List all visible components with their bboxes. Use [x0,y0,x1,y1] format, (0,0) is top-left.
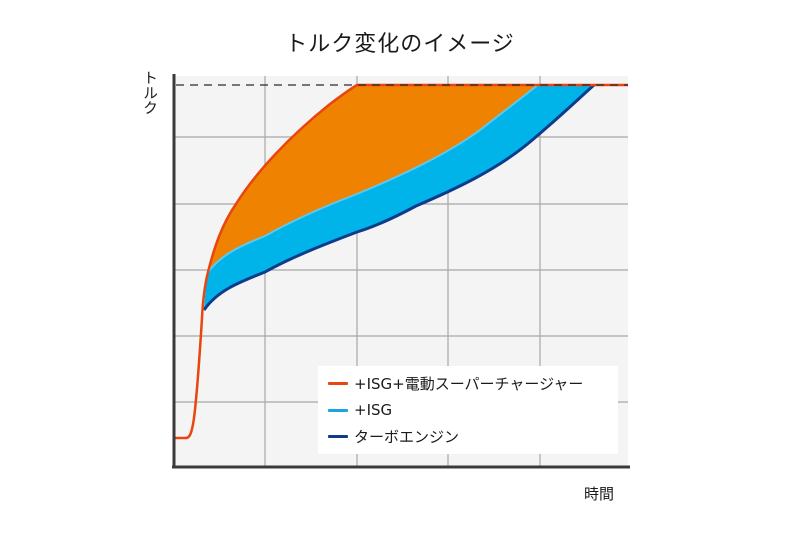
legend-label: +ISG [354,401,393,419]
legend-swatch-electric-sc [328,381,348,385]
legend-item-turbo: ターボエンジン [328,425,459,447]
turbo-line [202,83,596,311]
chart-legend: +ISG+電動スーパーチャージャー +ISG ターボエンジン [318,366,618,454]
electric-sc-line [174,83,628,440]
legend-swatch-turbo [328,434,348,438]
legend-label: +ISG+電動スーパーチャージャー [354,374,584,393]
x-axis-label: 時間 [584,485,615,503]
y-axis-label: トルク [140,70,160,119]
legend-swatch-isg [328,408,348,412]
legend-item-electric-sc: +ISG+電動スーパーチャージャー [328,372,583,394]
isg-line [207,84,539,273]
legend-label: ターボエンジン [354,427,460,446]
chart-title: トルク変化のイメージ [285,32,515,57]
legend-item-isg: +ISG [328,399,392,421]
electric-sc-area [208,85,538,272]
y-axis-label-text: トルク [141,70,159,115]
